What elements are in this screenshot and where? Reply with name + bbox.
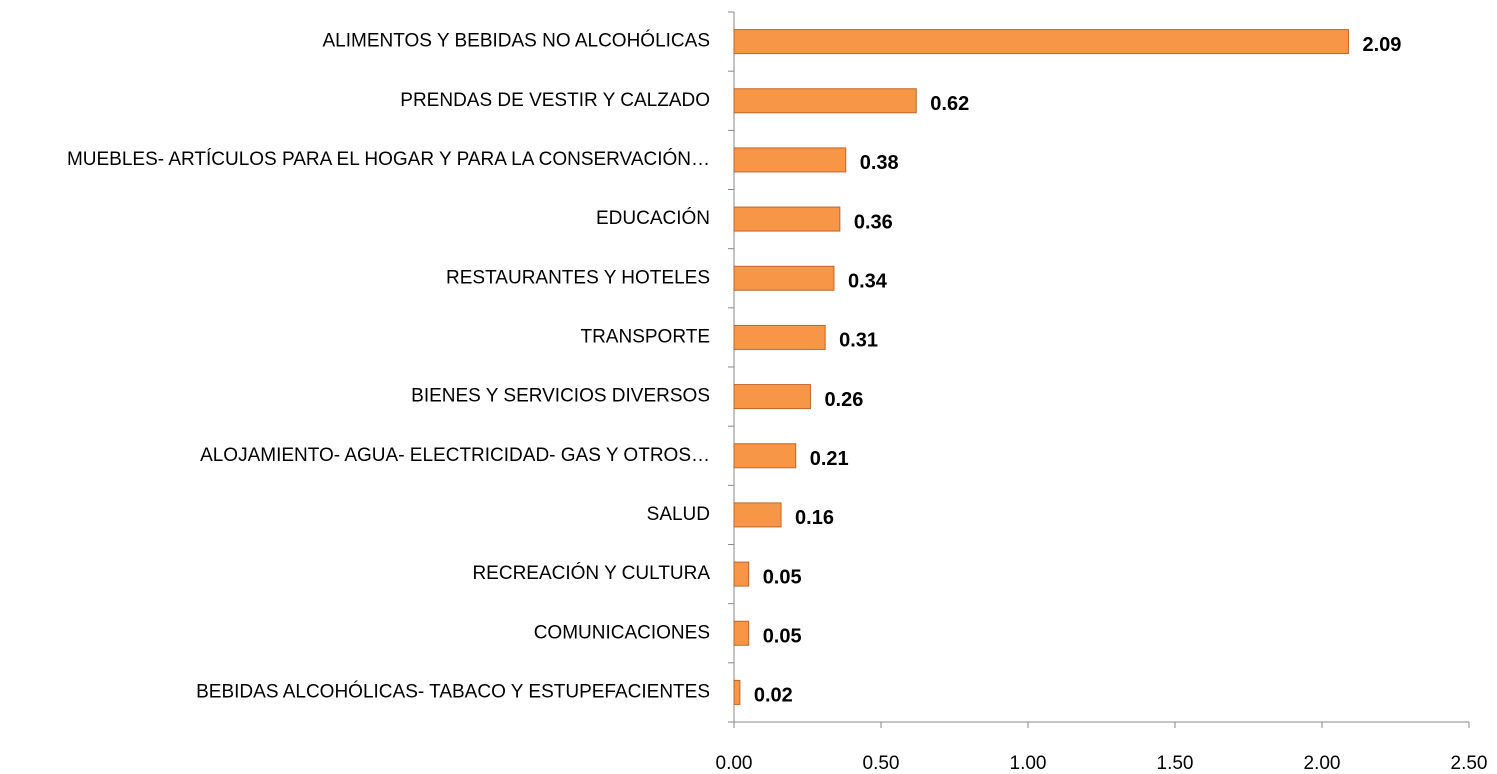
y-tick-label: ALOJAMIENTO- AGUA- ELECTRICIDAD- GAS Y O… (200, 445, 710, 466)
y-tick-label: ALIMENTOS Y BEBIDAS NO ALCOHÓLICAS (322, 30, 710, 52)
value-label: 0.16 (795, 507, 834, 529)
value-label: 0.34 (848, 271, 888, 293)
x-tick-label: 2.50 (1451, 753, 1488, 774)
y-tick-label: TRANSPORTE (580, 326, 710, 347)
y-tick-label: RESTAURANTES Y HOTELES (446, 267, 710, 288)
y-tick-label: PRENDAS DE VESTIR Y CALZADO (400, 90, 710, 111)
x-tick-label: 1.50 (1157, 753, 1194, 774)
x-tick-label: 2.00 (1304, 753, 1341, 774)
x-tick-label: 0.00 (716, 753, 753, 774)
x-tick-label: 1.00 (1010, 753, 1047, 774)
bar (733, 620, 750, 646)
value-label: 0.02 (754, 685, 793, 707)
bar (733, 206, 841, 232)
y-tick-label: RECREACIÓN Y CULTURA (472, 562, 710, 584)
value-label: 0.62 (930, 93, 969, 115)
bar (733, 88, 917, 114)
bar (733, 29, 1349, 55)
y-tick-label: BIENES Y SERVICIOS DIVERSOS (411, 386, 710, 407)
x-tick-label: 0.50 (863, 753, 900, 774)
y-tick-label: MUEBLES- ARTÍCULOS PARA EL HOGAR Y PARA … (67, 148, 710, 170)
value-label: 2.09 (1362, 34, 1401, 56)
value-label: 0.05 (763, 626, 802, 648)
bar (733, 265, 835, 291)
bar (733, 679, 741, 705)
bar (733, 443, 797, 469)
y-tick-label: SALUD (647, 504, 710, 525)
y-tick-label: BEBIDAS ALCOHÓLICAS- TABACO Y ESTUPEFACI… (196, 680, 710, 702)
value-label: 0.38 (860, 152, 899, 174)
bar (733, 384, 811, 410)
value-label: 0.36 (854, 211, 893, 233)
value-label: 0.26 (824, 389, 863, 411)
y-tick-label: EDUCACIÓN (596, 207, 710, 229)
bar (733, 324, 826, 350)
value-label: 0.21 (810, 448, 849, 470)
bar (733, 147, 847, 173)
bar (733, 502, 782, 528)
value-label: 0.31 (839, 330, 878, 352)
bar (733, 561, 750, 587)
y-tick-label: COMUNICACIONES (534, 622, 710, 643)
value-label: 0.05 (763, 566, 802, 588)
